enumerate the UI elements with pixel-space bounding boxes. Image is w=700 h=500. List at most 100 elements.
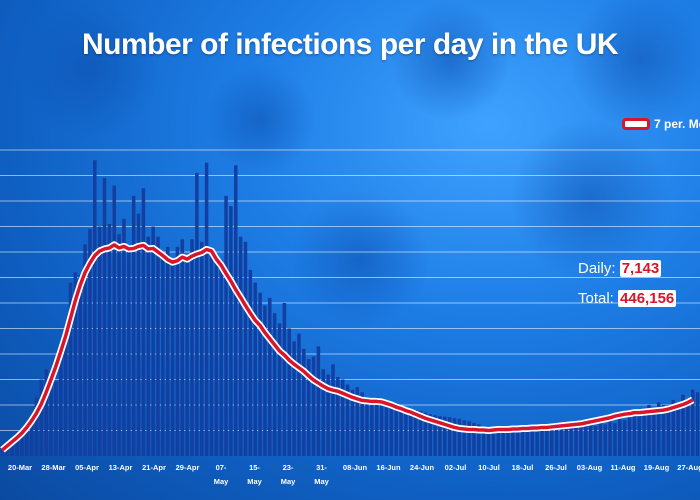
bar-28 xyxy=(136,213,141,456)
bar-62 xyxy=(302,348,306,456)
bar-43 xyxy=(209,246,214,456)
bar-75 xyxy=(365,397,369,456)
bar-108 xyxy=(525,429,530,456)
x-tick-label-1: 28-Mar xyxy=(41,463,65,472)
bar-103 xyxy=(501,429,505,456)
bar-78 xyxy=(379,400,384,456)
bar-45 xyxy=(219,259,223,456)
bar-68 xyxy=(331,364,335,456)
bar-142 xyxy=(690,389,695,456)
bar-17 xyxy=(83,244,87,456)
bar-49 xyxy=(238,236,243,456)
bar-32 xyxy=(156,236,160,456)
bar-13 xyxy=(63,343,68,456)
bar-88 xyxy=(428,414,432,456)
bar-34 xyxy=(165,246,170,456)
bar-87 xyxy=(423,412,428,456)
bar-89 xyxy=(433,415,437,456)
legend-label: 7 per. Mov. Avg. xyxy=(654,117,700,131)
bar-102 xyxy=(496,428,501,456)
bar-84 xyxy=(409,408,413,456)
bar-113 xyxy=(549,429,554,456)
bar-16 xyxy=(78,274,82,456)
bar-53 xyxy=(258,292,262,456)
bar-135 xyxy=(656,402,661,456)
bar-65 xyxy=(316,346,321,456)
moving-average-line xyxy=(0,241,695,453)
bar-99 xyxy=(481,426,486,456)
bar-39 xyxy=(190,239,194,456)
bar-7 xyxy=(34,397,39,456)
bar-80 xyxy=(389,405,394,456)
bar-73 xyxy=(355,387,360,456)
bar-127 xyxy=(618,417,622,456)
bar-83 xyxy=(404,407,408,456)
bar-115 xyxy=(559,429,564,456)
x-tick-label-16: 26-Jul xyxy=(545,463,567,472)
bar-97 xyxy=(472,422,476,456)
virus-background xyxy=(20,0,700,330)
bar-37 xyxy=(180,239,185,456)
total-label: Total: xyxy=(578,290,614,307)
bar-77 xyxy=(374,397,379,456)
bar-0 xyxy=(0,449,5,456)
bar-23 xyxy=(112,185,116,456)
bar-93 xyxy=(452,418,457,456)
x-tick-label-20: 27-Aug xyxy=(677,463,700,472)
bar-143 xyxy=(695,392,700,456)
x-tick-label-5: 29-Apr xyxy=(176,463,200,472)
bar-124 xyxy=(603,424,607,456)
bar-111 xyxy=(540,430,544,456)
bar-106 xyxy=(515,429,520,456)
bar-26 xyxy=(127,246,131,456)
bar-11 xyxy=(54,382,58,456)
bar-86 xyxy=(418,411,423,456)
bar-96 xyxy=(467,421,471,456)
x-tick-label-19: 19-Aug xyxy=(644,463,670,472)
total-value: 446,156 xyxy=(618,290,677,307)
bar-134 xyxy=(652,409,656,456)
bar-79 xyxy=(384,402,389,456)
bar-140 xyxy=(681,394,685,456)
bar-20 xyxy=(97,226,102,456)
bar-71 xyxy=(345,384,350,456)
bar-14 xyxy=(68,282,73,456)
bar-72 xyxy=(350,389,355,456)
x-tick-label-15: 18-Jul xyxy=(512,463,534,472)
x-tick-label-12: 24-Jun xyxy=(410,463,435,472)
bar-55 xyxy=(268,297,272,456)
gridlines xyxy=(0,149,700,431)
bar-25 xyxy=(122,218,126,456)
bar-128 xyxy=(622,420,627,456)
bar-141 xyxy=(686,399,690,456)
bar-120 xyxy=(584,426,588,456)
bar-122 xyxy=(593,425,598,456)
bar-109 xyxy=(530,427,535,456)
bar-48 xyxy=(234,165,238,457)
bar-132 xyxy=(642,412,646,456)
x-tick-label-7: 15-May xyxy=(247,463,262,486)
bar-6 xyxy=(29,417,34,456)
x-tick-label-3: 13-Apr xyxy=(109,463,133,472)
bar-41 xyxy=(199,241,204,456)
bar-133 xyxy=(647,405,651,456)
bar-125 xyxy=(608,420,612,456)
bar-69 xyxy=(336,376,340,456)
bar-3 xyxy=(15,435,19,456)
bar-21 xyxy=(102,178,107,457)
moving-average-series xyxy=(1,243,694,452)
bar-63 xyxy=(306,359,311,456)
legend: 7 per. Mov. Avg. xyxy=(622,117,700,131)
bar-35 xyxy=(170,262,175,456)
x-tick-label-0: 20-Mar xyxy=(8,463,32,472)
daily-value: 7,143 xyxy=(619,260,662,277)
bar-67 xyxy=(326,374,330,456)
daily-label: Daily: xyxy=(578,260,616,277)
bar-47 xyxy=(229,206,233,456)
legend-line-swatch xyxy=(622,118,650,130)
bar-112 xyxy=(545,427,549,456)
x-tick-label-9: 31-May xyxy=(314,463,329,486)
bar-131 xyxy=(637,411,641,456)
bar-119 xyxy=(579,425,583,456)
